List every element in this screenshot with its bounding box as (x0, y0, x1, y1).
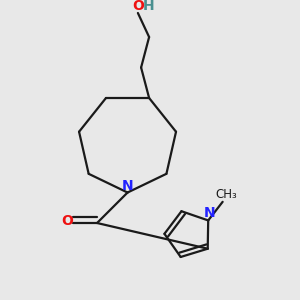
Text: N: N (122, 179, 134, 193)
Text: O: O (61, 214, 73, 228)
Text: CH₃: CH₃ (215, 188, 237, 201)
Text: H: H (142, 0, 154, 13)
Text: N: N (204, 206, 216, 220)
Text: O: O (132, 0, 144, 13)
